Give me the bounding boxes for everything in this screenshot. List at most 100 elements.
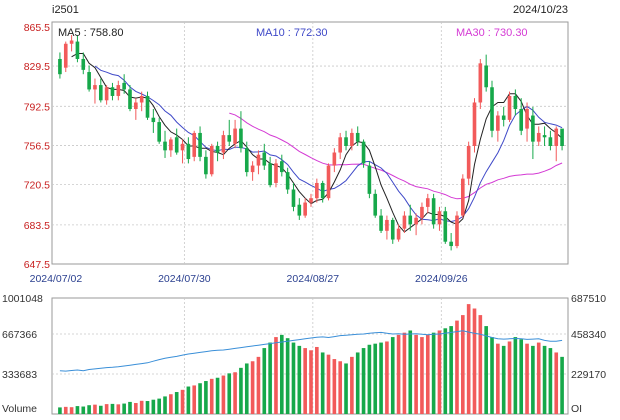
date-tick-label: 2024/07/30 — [158, 273, 211, 285]
candle — [204, 150, 208, 179]
date-axis-labels: 2024/07/02 2024/07/30 2024/08/27 2024/09/26 — [30, 273, 468, 285]
candle — [169, 137, 173, 157]
candle — [338, 132, 343, 160]
candle-body — [274, 163, 278, 183]
volume-bar — [501, 345, 506, 414]
volume-bar — [63, 406, 68, 414]
volume-bar — [221, 375, 226, 414]
volume-bar — [291, 342, 296, 414]
volume-bar — [122, 403, 126, 414]
candle — [501, 106, 506, 127]
candle-body — [320, 182, 325, 199]
volume-bar — [320, 352, 325, 414]
volume-bar — [554, 352, 559, 414]
candle — [332, 148, 337, 173]
candle — [244, 141, 249, 177]
candle-body — [332, 152, 337, 166]
candle — [420, 202, 424, 225]
volume-bar — [513, 337, 518, 414]
volume-bar — [466, 304, 471, 414]
candle — [104, 85, 109, 105]
candle — [542, 126, 547, 146]
candle-body — [560, 128, 564, 146]
volume-bar — [385, 341, 389, 414]
volume-bar — [169, 394, 173, 414]
candle-body — [501, 115, 506, 120]
volume-bar — [69, 407, 74, 414]
candle-body — [507, 95, 512, 120]
candle — [303, 198, 307, 218]
candle-body — [198, 132, 202, 157]
volume-bar — [484, 326, 488, 414]
candle-body — [513, 95, 518, 110]
candle — [496, 111, 500, 142]
volume-bar — [536, 342, 541, 414]
candle-body — [379, 215, 383, 231]
candle — [507, 91, 512, 123]
candle — [180, 139, 185, 164]
candle — [163, 130, 167, 158]
candle — [490, 80, 494, 138]
candle — [350, 128, 354, 151]
volume-bar — [163, 396, 167, 414]
candle — [408, 204, 413, 231]
candle — [437, 206, 442, 231]
candle-body — [69, 40, 74, 44]
price-tick-label: 683.5 — [24, 220, 50, 232]
candle-body — [484, 65, 488, 88]
price-tick-label: 720.5 — [24, 180, 50, 192]
price-panel — [51, 21, 569, 265]
candle-body — [256, 154, 261, 166]
volume-bar — [396, 334, 401, 414]
volume-bar — [449, 326, 453, 414]
volume-bar — [297, 345, 302, 414]
candle-body — [478, 63, 483, 103]
volume-bar — [116, 404, 121, 414]
volume-bar — [519, 339, 524, 414]
candle-body — [326, 165, 331, 199]
candle-body — [531, 115, 535, 142]
candle — [256, 150, 261, 175]
candle — [519, 98, 524, 136]
candle — [63, 41, 68, 73]
candle-body — [157, 122, 161, 142]
volume-bar — [204, 381, 208, 414]
volume-bar — [379, 342, 383, 414]
candle — [221, 130, 226, 160]
volume-bar — [198, 383, 202, 414]
candle — [478, 58, 483, 110]
candle-body — [285, 172, 290, 190]
ma10-legend: MA10 : 772.30 — [256, 27, 328, 39]
candle-body — [163, 141, 167, 151]
candle — [554, 126, 559, 162]
candle-body — [390, 219, 395, 240]
volume-bar — [425, 334, 430, 414]
volume-bar — [431, 332, 436, 414]
volume-bar — [390, 337, 395, 414]
candle-body — [279, 161, 284, 173]
candle-body — [169, 139, 173, 151]
candle — [344, 130, 348, 151]
candle-body — [525, 109, 529, 129]
candle-body — [87, 72, 91, 90]
volume-bar — [315, 346, 319, 414]
volume-bar — [180, 389, 185, 414]
candle — [309, 193, 313, 207]
date-tick-label: 2024/09/26 — [415, 273, 468, 285]
date-tick-label: 2024/07/02 — [30, 273, 83, 285]
volume-bar — [233, 372, 237, 414]
candle — [157, 117, 161, 144]
candle-body — [338, 137, 343, 153]
candle-body — [466, 145, 471, 179]
candle-body — [250, 165, 255, 173]
volume-bar — [542, 345, 547, 414]
ma30-layer — [229, 112, 563, 200]
candle — [373, 189, 378, 218]
candle-body — [63, 43, 68, 68]
oi-line — [59, 330, 563, 372]
candle — [75, 35, 80, 63]
candle-body — [536, 132, 541, 142]
symbol-label: i2501 — [52, 4, 79, 16]
volume-bar — [279, 334, 284, 414]
oi-tick-label: 458340 — [571, 329, 606, 341]
